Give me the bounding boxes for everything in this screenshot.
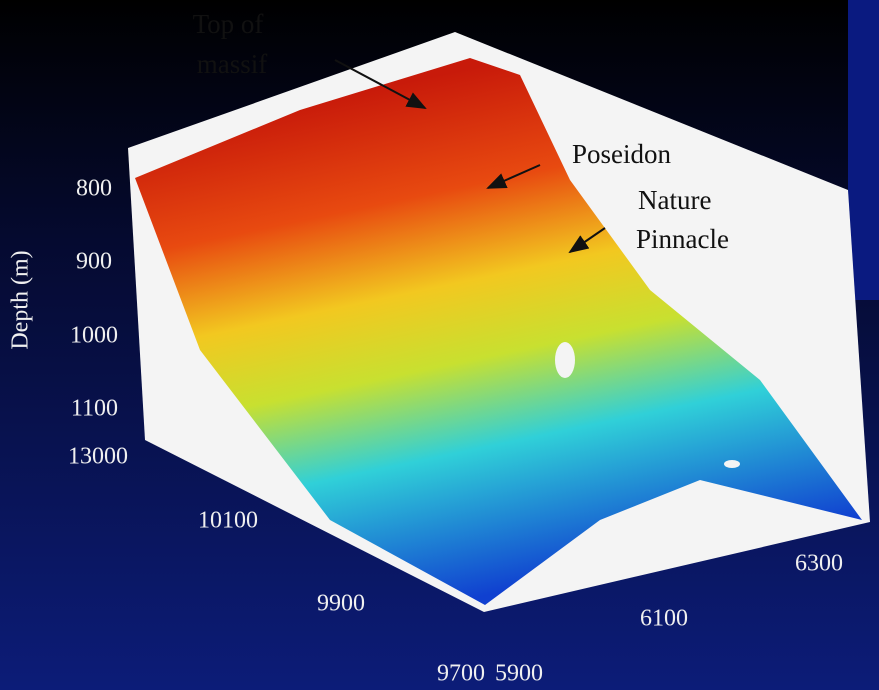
- arrow: [486, 164, 541, 189]
- annotation: Poseidon: [572, 139, 672, 169]
- surface-gap: [724, 460, 740, 468]
- annotation: massif: [197, 49, 268, 79]
- tick-label: 6100: [640, 606, 688, 632]
- arrow: [334, 59, 427, 109]
- surface: [135, 58, 862, 605]
- surface-gap: [555, 342, 575, 378]
- tick-label: 1000: [70, 323, 118, 349]
- tick-label: 800: [76, 176, 112, 202]
- axis-label: Depth (m): [8, 250, 34, 349]
- tick-label: 13000: [68, 444, 128, 470]
- tick-label: 9900: [317, 591, 365, 617]
- annotation: Top of: [193, 9, 264, 39]
- tick-label: 1100: [71, 396, 118, 422]
- tick-label: 900: [76, 249, 112, 275]
- tick-label: 5900: [495, 661, 543, 687]
- tick-label: 6300: [795, 551, 843, 577]
- annotation: Nature: [638, 185, 711, 215]
- annotation: Pinnacle: [636, 224, 729, 254]
- tick-label: 9700: [437, 661, 485, 687]
- tick-label: 10100: [198, 508, 258, 534]
- side-panel: [848, 0, 879, 300]
- arrow: [568, 227, 606, 254]
